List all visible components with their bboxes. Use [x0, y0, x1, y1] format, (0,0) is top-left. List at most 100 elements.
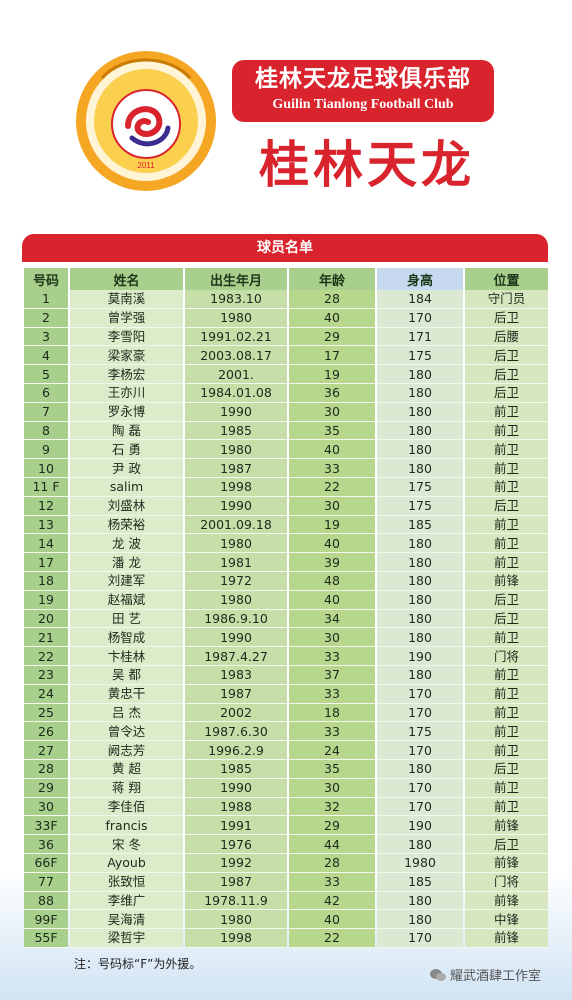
cell-name: 龙 波: [70, 534, 183, 554]
cell-birth: 2002: [185, 703, 287, 723]
cell-age: 40: [289, 534, 375, 554]
cell-height: 190: [377, 816, 463, 836]
cell-number: 21: [24, 628, 68, 648]
table-row: 25 吕 杰 2002 18 170 前卫: [24, 703, 548, 723]
cell-position: 前卫: [465, 534, 548, 554]
cell-position: 前卫: [465, 459, 548, 478]
cell-height: 180: [377, 590, 463, 610]
cell-name: 杨智成: [70, 628, 183, 648]
cell-position: 前卫: [465, 741, 548, 760]
cell-birth: 1998: [185, 477, 287, 497]
cell-name: 曾学强: [70, 308, 183, 328]
table-row: 6 王亦川 1984.01.08 36 180 后卫: [24, 383, 548, 403]
cell-name: 陶 磊: [70, 421, 183, 441]
cell-number: 3: [24, 327, 68, 347]
cell-position: 前锋: [465, 929, 548, 948]
cell-age: 28: [289, 853, 375, 873]
cell-height: 175: [377, 496, 463, 516]
cell-height: 184: [377, 290, 463, 309]
cell-position: 前卫: [465, 722, 548, 742]
cell-age: 35: [289, 421, 375, 441]
cell-height: 180: [377, 835, 463, 854]
cell-number: 24: [24, 684, 68, 704]
cell-position: 前卫: [465, 553, 548, 572]
cell-position: 前卫: [465, 665, 548, 685]
cell-age: 40: [289, 308, 375, 328]
cell-age: 34: [289, 609, 375, 629]
cell-number: 14: [24, 534, 68, 554]
cell-birth: 1981: [185, 553, 287, 572]
cell-position: 前卫: [465, 778, 548, 798]
club-name-en: Guilin Tianlong Football Club: [272, 97, 454, 112]
cell-position: 后卫: [465, 346, 548, 366]
cell-number: 22: [24, 647, 68, 666]
cell-number: 7: [24, 402, 68, 422]
cell-name: 尹 政: [70, 459, 183, 478]
cell-position: 门将: [465, 872, 548, 892]
table-row: 3 李雪阳 1991.02.21 29 171 后腰: [24, 327, 548, 347]
cell-age: 19: [289, 365, 375, 384]
cell-birth: 1985: [185, 759, 287, 779]
cell-birth: 1990: [185, 778, 287, 798]
wechat-icon: [430, 968, 446, 981]
cell-height: 180: [377, 665, 463, 685]
cell-name: 吴海清: [70, 910, 183, 930]
cell-position: 后卫: [465, 609, 548, 629]
cell-birth: 1990: [185, 628, 287, 648]
cell-number: 36: [24, 835, 68, 854]
table-row: 20 田 艺 1986.9.10 34 180 后卫: [24, 609, 548, 629]
cell-number: 4: [24, 346, 68, 366]
cell-name: Ayoub: [70, 853, 183, 873]
cell-birth: 1990: [185, 402, 287, 422]
cell-height: 180: [377, 440, 463, 460]
cell-height: 180: [377, 402, 463, 422]
roster-table: 号码 姓名 出生年月 年龄 身高 位置 1 莫南溪 1983.10 28 184 守门员 2…: [22, 268, 550, 948]
cell-birth: 1976: [185, 835, 287, 854]
cell-number: 5: [24, 365, 68, 384]
cell-birth: 1996.2.9: [185, 741, 287, 760]
cell-age: 22: [289, 477, 375, 497]
cell-number: 18: [24, 571, 68, 591]
table-row: 18 刘建军 1972 48 180 前锋: [24, 571, 548, 591]
table-row: 33F francis 1991 29 190 前锋: [24, 816, 548, 836]
cell-age: 40: [289, 910, 375, 930]
cell-name: 卞桂林: [70, 647, 183, 666]
table-row: 77 张致恒 1987 33 185 门将: [24, 872, 548, 892]
table-row: 5 李杨宏 2001. 19 180 后卫: [24, 365, 548, 384]
table-row: 19 赵福斌 1980 40 180 后卫: [24, 590, 548, 610]
cell-name: 黄 超: [70, 759, 183, 779]
cell-height: 180: [377, 365, 463, 384]
cell-age: 32: [289, 797, 375, 817]
cell-age: 30: [289, 496, 375, 516]
col-position: 位置: [465, 268, 548, 290]
cell-name: 黄忠干: [70, 684, 183, 704]
cell-birth: 1984.01.08: [185, 383, 287, 403]
cell-birth: 1985: [185, 421, 287, 441]
cell-number: 66F: [24, 853, 68, 873]
table-row: 14 龙 波 1980 40 180 前卫: [24, 534, 548, 554]
cell-age: 33: [289, 459, 375, 478]
cell-position: 前锋: [465, 571, 548, 591]
cell-number: 9: [24, 440, 68, 460]
cell-birth: 1980: [185, 440, 287, 460]
cell-birth: 1980: [185, 534, 287, 554]
cell-age: 42: [289, 891, 375, 911]
cell-position: 前锋: [465, 853, 548, 873]
cell-age: 17: [289, 346, 375, 366]
table-row: 88 李维广 1978.11.9 42 180 前锋: [24, 891, 548, 911]
table-row: 1 莫南溪 1983.10 28 184 守门员: [24, 290, 548, 309]
cell-age: 39: [289, 553, 375, 572]
table-row: 4 梁家豪 2003.08.17 17 175 后卫: [24, 346, 548, 366]
cell-number: 10: [24, 459, 68, 478]
cell-birth: 1992: [185, 853, 287, 873]
cell-height: 170: [377, 929, 463, 948]
cell-number: 13: [24, 515, 68, 535]
cell-height: 1980: [377, 853, 463, 873]
cell-name: 梁家豪: [70, 346, 183, 366]
cell-birth: 2001.: [185, 365, 287, 384]
cell-number: 6: [24, 383, 68, 403]
cell-position: 前卫: [465, 477, 548, 497]
header: 2011 桂林天龙足球俱乐部 Guilin Tianlong Football …: [0, 0, 572, 230]
